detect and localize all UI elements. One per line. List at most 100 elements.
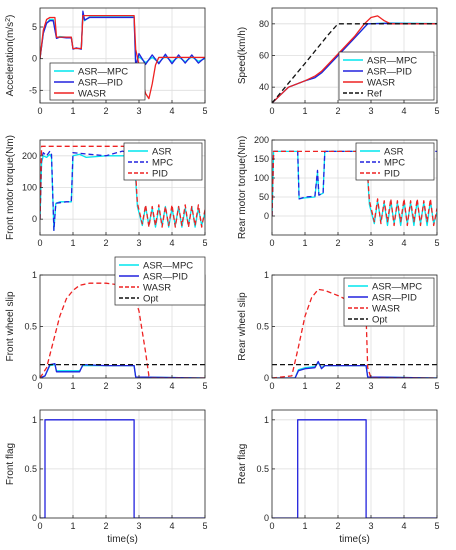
- legend-label: ASR—MPC: [367, 56, 417, 67]
- x-tick-label: 4: [169, 381, 174, 391]
- x-tick-label: 4: [401, 106, 406, 116]
- y-tick-label: 200: [22, 151, 37, 161]
- y-tick-label: 40: [259, 82, 269, 92]
- y-tick-label: 0: [264, 211, 269, 221]
- plot-area: [272, 410, 437, 518]
- y-tick-label: 5: [32, 22, 37, 32]
- y-tick-label: 0: [264, 373, 269, 383]
- chart-panel-8: 0 1 2 3 4 5 0 0.5 1 Rear flag time(s): [237, 409, 440, 545]
- y-tick-label: -5: [29, 85, 37, 95]
- y-tick-label: 0: [32, 214, 37, 224]
- y-tick-label: 0.5: [24, 464, 37, 474]
- x-tick-label: 2: [335, 238, 340, 248]
- y-tick-label: 0.5: [256, 464, 269, 474]
- chart-panel-1: 0 1 2 3 4 5 -5 0 5 Acceleration(m/s2) ASR—MPCASR—P…: [5, 7, 208, 116]
- legend-label: ASR—PID: [78, 78, 123, 89]
- legend-label: WASR: [143, 283, 171, 294]
- x-tick-label: 5: [202, 106, 207, 116]
- x-tick-label: 2: [103, 238, 108, 248]
- y-tick-label: 50: [259, 192, 269, 202]
- x-tick-label: 5: [202, 521, 207, 531]
- axes-box: [39, 7, 206, 104]
- y-tick-label: 80: [259, 19, 269, 29]
- legend-label: Ref: [367, 89, 382, 100]
- y-axis-label: Rear flag: [237, 444, 248, 485]
- x-tick-label: 5: [202, 381, 207, 391]
- x-tick-label: 5: [434, 521, 439, 531]
- x-tick-label: 2: [335, 381, 340, 391]
- x-tick-label: 2: [103, 521, 108, 531]
- legend-label: ASR: [152, 147, 172, 158]
- x-tick-label: 4: [401, 521, 406, 531]
- x-tick-label: 3: [136, 521, 141, 531]
- x-tick-label: 1: [302, 238, 307, 248]
- legend-label: ASR—MPC: [372, 282, 422, 293]
- legend-label: Opt: [143, 294, 159, 305]
- series-line-wasr: [272, 288, 437, 378]
- series-line-asrpid: [40, 362, 205, 378]
- x-tick-label: 0: [269, 238, 274, 248]
- y-tick-label: 0: [32, 513, 37, 523]
- y-tick-label: 150: [254, 154, 269, 164]
- legend-label: ASR—MPC: [143, 261, 193, 272]
- x-tick-label: 5: [434, 238, 439, 248]
- chart-panel-3: 0 1 2 3 4 5 0 100 200 Front motor torque(Nm) ASRMP…: [5, 135, 208, 248]
- legend-label: WASR: [367, 78, 395, 89]
- x-tick-label: 4: [169, 238, 174, 248]
- x-tick-label: 3: [368, 106, 373, 116]
- x-tick-label: 3: [368, 381, 373, 391]
- y-tick-label: 200: [254, 135, 269, 145]
- y-axis-label: Front flag: [5, 443, 16, 485]
- legend-label: ASR—MPC: [78, 67, 128, 78]
- y-tick-label: 0.5: [24, 322, 37, 332]
- x-tick-label: 2: [335, 106, 340, 116]
- y-tick-label: 1: [32, 270, 37, 280]
- series-line-wasr: [272, 15, 437, 103]
- chart-panel-2: 0 1 2 3 4 5 40 60 80 Speed(km/h) ASR—MPCASR—PIDWAS…: [237, 7, 440, 116]
- x-tick-label: 0: [269, 381, 274, 391]
- legend-label: MPC: [152, 158, 173, 169]
- series-line-flag: [40, 419, 205, 518]
- series-line-pid: [272, 150, 437, 227]
- legend-label: WASR: [372, 304, 400, 315]
- y-tick-label: 1: [264, 415, 269, 425]
- x-axis-label: time(s): [107, 534, 138, 545]
- legend-label: PID: [384, 169, 400, 180]
- y-tick-label: 0.5: [256, 322, 269, 332]
- legend-label: Opt: [372, 315, 388, 326]
- y-axis-label: Front wheel slip: [5, 291, 16, 361]
- x-tick-label: 0: [37, 106, 42, 116]
- x-tick-label: 2: [103, 106, 108, 116]
- axes-box: [271, 409, 438, 519]
- x-tick-label: 4: [401, 238, 406, 248]
- x-tick-label: 1: [70, 521, 75, 531]
- x-tick-label: 0: [269, 106, 274, 116]
- legend-label: ASR—PID: [143, 272, 188, 283]
- chart-panel-5: 0 1 2 3 4 5 0 0.5 1 Front wheel slip ASR—MPCASR—PI…: [5, 256, 208, 391]
- y-tick-label: 0: [32, 373, 37, 383]
- chart-panel-7: 0 1 2 3 4 5 0 0.5 1 Front flag time(s): [5, 409, 208, 545]
- x-tick-label: 1: [302, 106, 307, 116]
- legend-label: MPC: [384, 158, 405, 169]
- series-line-wasr: [40, 14, 205, 100]
- x-axis-label: time(s): [339, 534, 370, 545]
- x-tick-label: 1: [70, 381, 75, 391]
- legend-label: ASR—PID: [372, 293, 417, 304]
- x-tick-label: 1: [302, 521, 307, 531]
- x-tick-label: 5: [434, 106, 439, 116]
- x-tick-label: 5: [434, 381, 439, 391]
- x-tick-label: 3: [136, 106, 141, 116]
- legend-label: ASR—PID: [367, 67, 412, 78]
- series-line-ref: [272, 23, 437, 103]
- y-axis-label: Acceleration(m/s2): [5, 15, 17, 97]
- y-axis-label: Rear motor torque(Nm): [237, 136, 248, 239]
- x-tick-label: 5: [202, 238, 207, 248]
